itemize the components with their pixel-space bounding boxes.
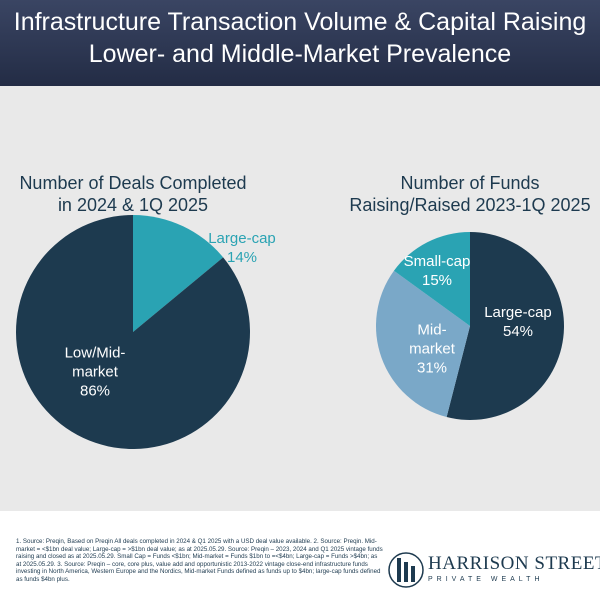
slice-category: Mid-market <box>409 321 455 358</box>
slice-value-label: 54% <box>502 323 534 340</box>
slice-category: Low/Mid-market <box>64 344 126 381</box>
chart-title-line: Number of Funds <box>400 173 540 193</box>
pie-slice <box>393 232 470 326</box>
header-title-line: Lower- and Middle-Market Prevalence <box>88 40 512 68</box>
slice-label: Large-cap 54% <box>473 303 563 341</box>
slice-value-label: 86% <box>79 382 111 400</box>
pie-slice <box>446 232 565 421</box>
chart-title-line: Number of Deals Completed <box>19 173 247 193</box>
slice-category: Small-cap <box>403 253 471 270</box>
logo-tagline: PRIVATE WEALTH <box>428 576 544 583</box>
pie-slice <box>376 270 470 418</box>
slice-value-label: 31% <box>416 359 448 377</box>
slice-category: Large-cap <box>208 230 276 247</box>
slice-label: Mid-market 31% <box>406 321 458 378</box>
logo-name: HARRISON STREET <box>428 553 600 574</box>
slice-value-label: 15% <box>421 272 453 289</box>
chart-title-line: in 2024 & 1Q 2025 <box>57 195 209 215</box>
header-title-line: Infrastructure Transaction Volume & Capi… <box>13 8 587 36</box>
chart-title-line: Raising/Raised 2023-1Q 2025 <box>349 195 591 215</box>
slice-value-label: 14% <box>226 249 258 266</box>
slice-label: Low/Mid-market 86% <box>59 344 131 401</box>
pie-slice <box>133 215 224 332</box>
logo-icon <box>388 552 424 588</box>
slice-category: Large-cap <box>484 304 552 321</box>
header-band <box>0 0 600 86</box>
pie-slice <box>16 215 251 450</box>
slice-label: Large-cap 14% <box>197 229 287 267</box>
footnote: 1. Source: Preqin, Based on Preqin All d… <box>16 538 383 583</box>
slice-label: Small-cap 15% <box>392 252 482 290</box>
